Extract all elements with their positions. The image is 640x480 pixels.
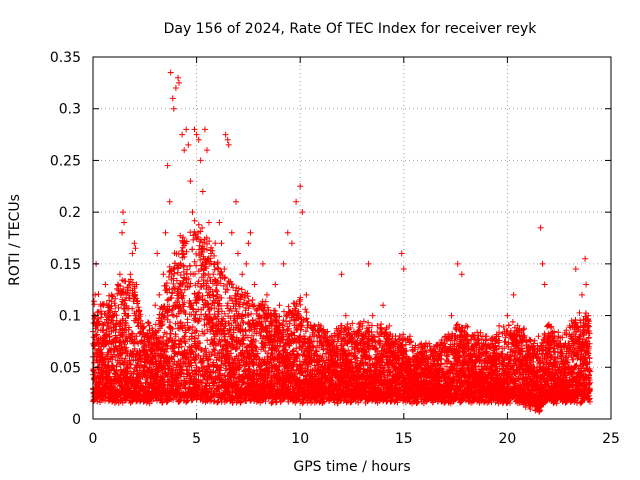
plot-frame	[92, 56, 612, 420]
y-tick-label: 0.05	[50, 360, 81, 376]
roti-series-markers	[90, 69, 594, 415]
x-tick-label: 25	[602, 431, 620, 447]
x-axis-label: GPS time / hours	[293, 459, 410, 475]
x-tick-label: 5	[192, 431, 201, 447]
x-tick-label: 10	[291, 431, 309, 447]
y-tick-label: 0.3	[59, 102, 81, 118]
y-tick-label: 0.2	[59, 205, 81, 221]
data-points	[90, 69, 594, 415]
x-tick-label: 15	[395, 431, 413, 447]
y-tick-label: 0.15	[50, 257, 81, 273]
axis-ticks: 0 0.05 0.1 0.15 0.2 0.25 0.3 0.35 0 5 10 15 20 25	[50, 50, 620, 447]
x-tick-label: 0	[89, 431, 98, 447]
x-tick-label: 20	[498, 431, 516, 447]
chart-title: Day 156 of 2024, Rate Of TEC Index for r…	[164, 21, 538, 37]
y-tick-label: 0.35	[50, 50, 81, 66]
y-axis-label: ROTI / TECUs	[7, 194, 23, 286]
y-tick-label: 0	[72, 412, 81, 428]
y-tick-label: 0.25	[50, 153, 81, 169]
y-tick-label: 0.1	[59, 309, 81, 325]
